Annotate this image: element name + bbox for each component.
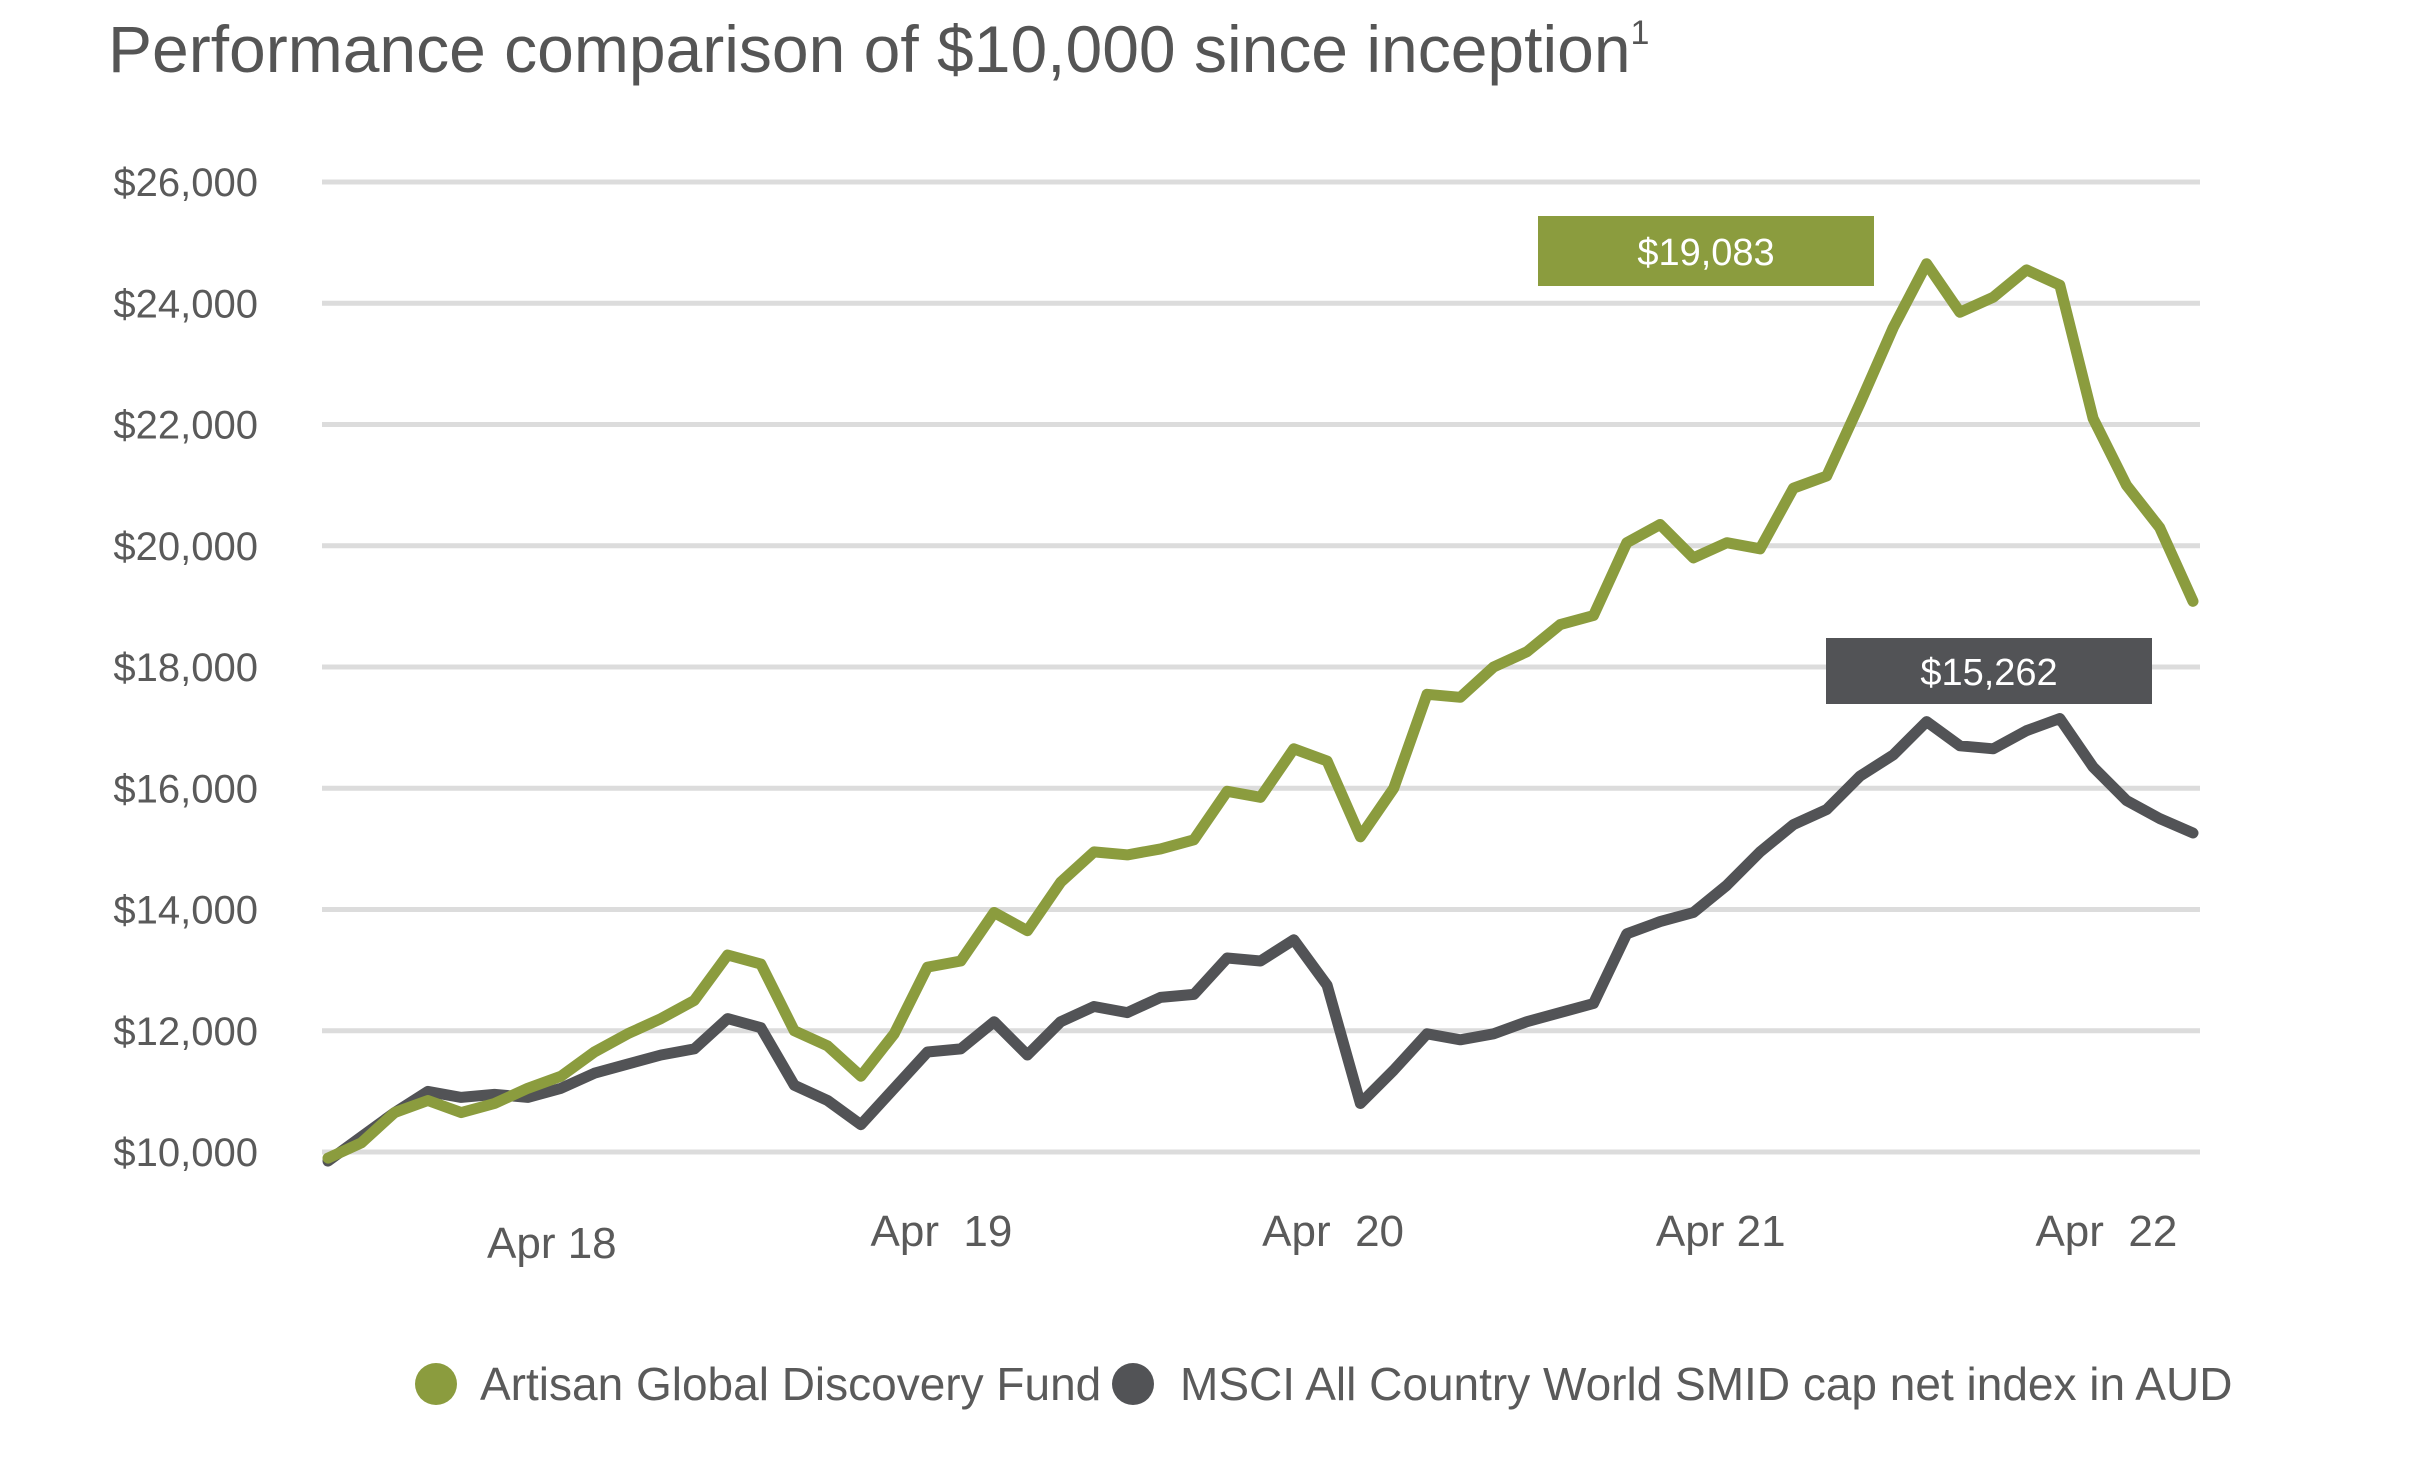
- legend-label: MSCI All Country World SMID cap net inde…: [1180, 1358, 2232, 1410]
- y-axis-ticks: $10,000 $12,000 $14,000 $16,000 $18,000 $20,0…: [113, 161, 258, 1175]
- y-tick-label: $14,000: [113, 889, 258, 933]
- y-tick-label: $18,000: [113, 646, 258, 690]
- x-tick-label: Apr 20: [1262, 1207, 1404, 1256]
- end-value-callouts: $19,083 $15,262: [1538, 216, 2152, 704]
- y-tick-label: $16,000: [113, 767, 258, 811]
- chart-title-superscript: 1: [1631, 14, 1650, 52]
- x-axis-ticks: Apr 18 Apr 19 Apr 20 Apr 21 Apr 22: [487, 1207, 2177, 1268]
- y-tick-label: $22,000: [113, 404, 258, 448]
- series-lines: [322, 258, 2199, 1167]
- chart-title: Performance comparison of $10,000 since …: [108, 12, 1649, 86]
- legend: Artisan Global Discovery Fund MSCI All Co…: [415, 1358, 2232, 1410]
- y-tick-label: $26,000: [113, 161, 258, 205]
- end-value-label: $15,262: [1920, 652, 2057, 694]
- legend-label: Artisan Global Discovery Fund: [480, 1358, 1101, 1410]
- end-value-box: [1826, 638, 2152, 704]
- legend-marker: [1112, 1363, 1154, 1405]
- legend-marker: [415, 1363, 457, 1405]
- chart-title-text: Performance comparison of $10,000 since …: [108, 12, 1631, 86]
- series-line: [322, 713, 2199, 1167]
- x-tick-label: Apr 21: [1656, 1207, 1786, 1256]
- end-value-label: $19,083: [1637, 232, 1774, 274]
- y-tick-label: $10,000: [113, 1131, 258, 1175]
- y-tick-label: $20,000: [113, 525, 258, 569]
- y-tick-label: $12,000: [113, 1010, 258, 1054]
- series-line: [322, 258, 2199, 1164]
- x-tick-label: Apr 18: [487, 1219, 617, 1268]
- x-tick-label: Apr 19: [871, 1207, 1013, 1256]
- end-value-box: [1538, 216, 1874, 286]
- x-tick-label: Apr 22: [2035, 1207, 2177, 1256]
- y-tick-label: $24,000: [113, 282, 258, 326]
